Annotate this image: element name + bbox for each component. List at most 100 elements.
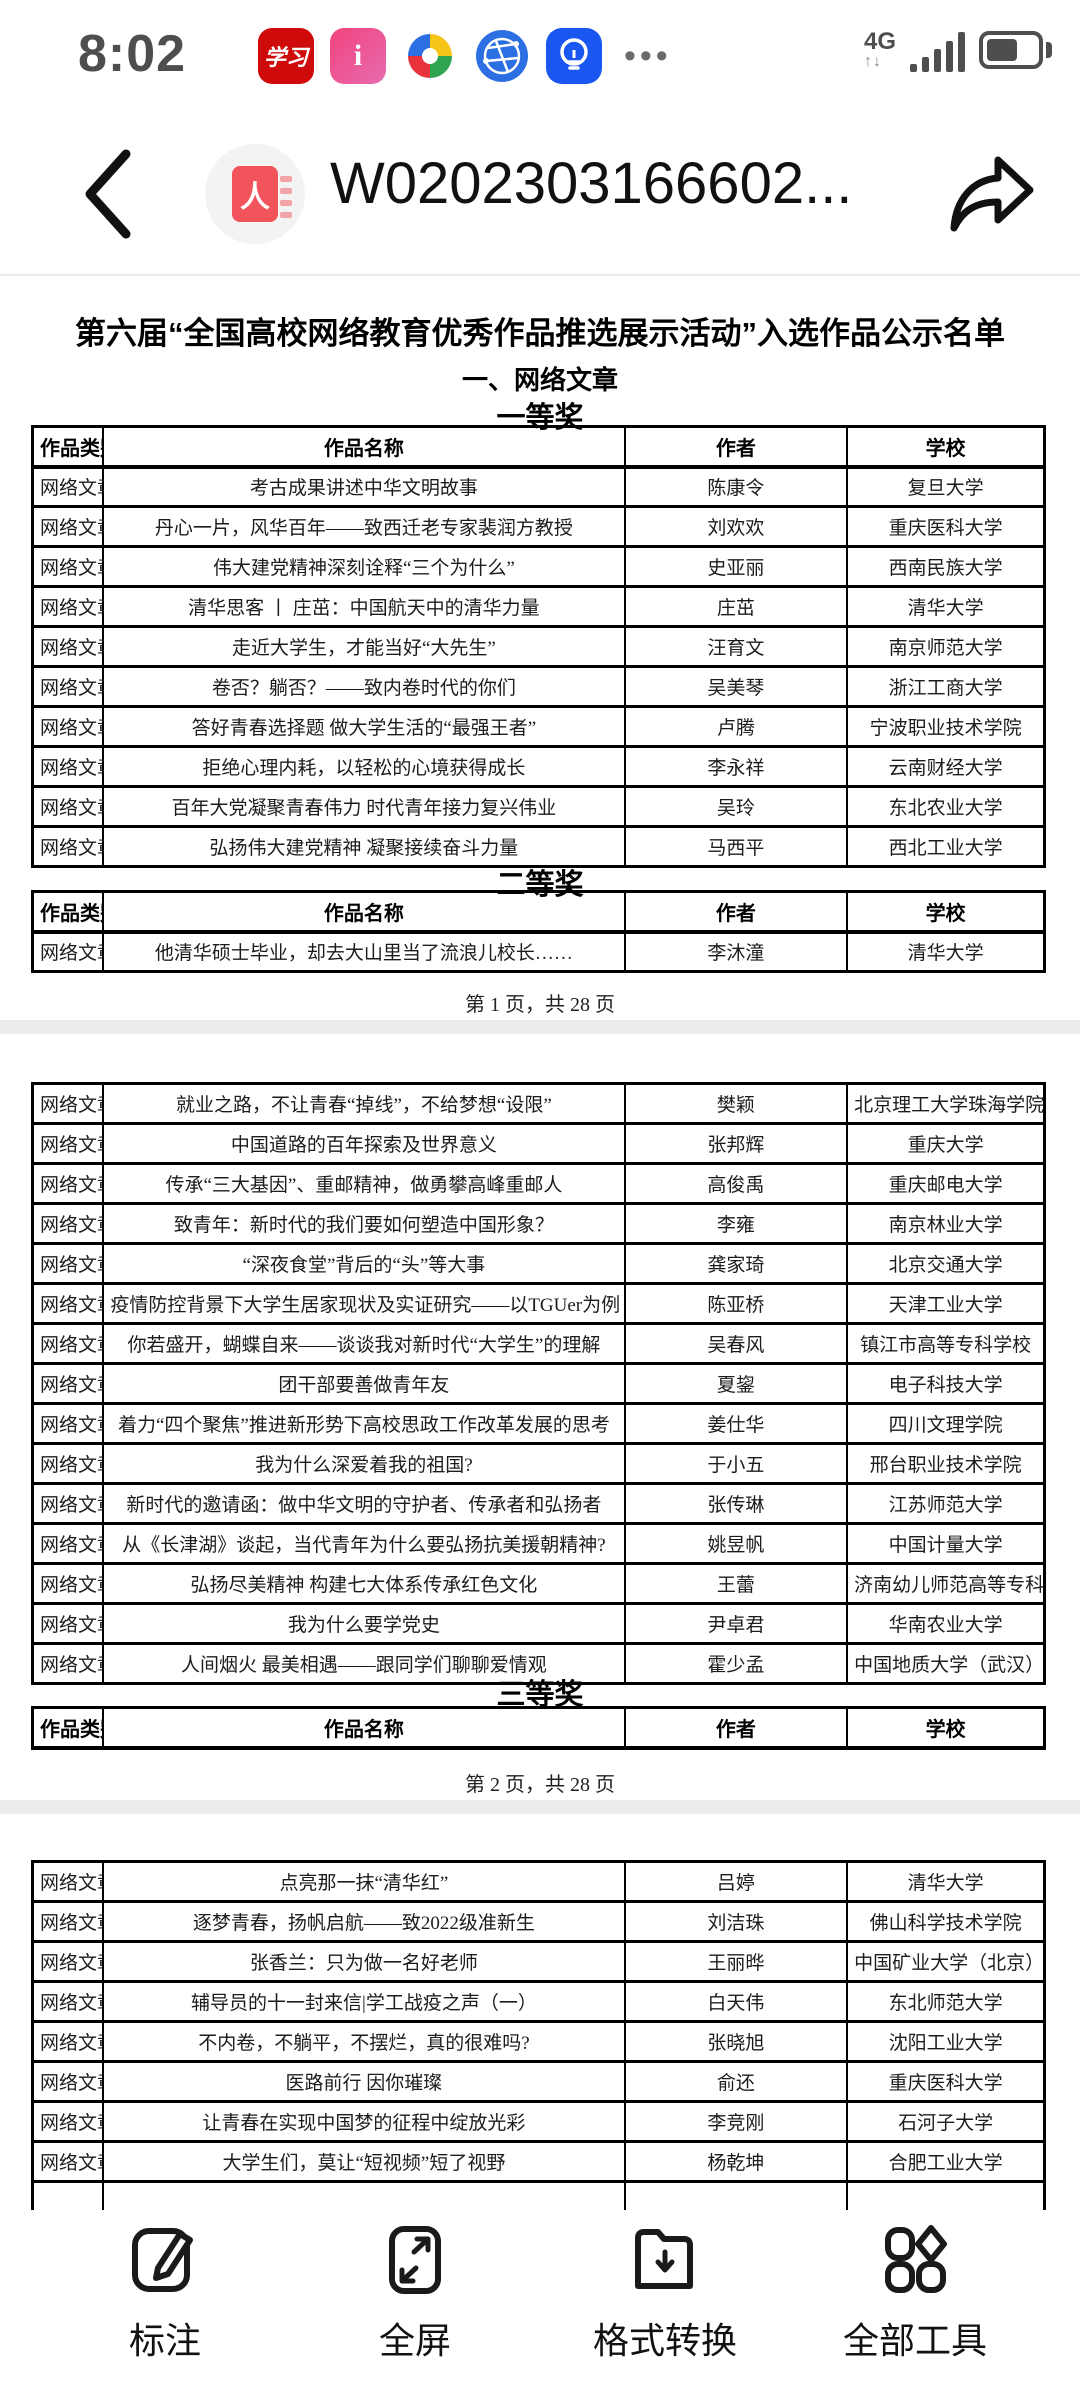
- lightbulb-app-icon: [546, 28, 602, 84]
- table-cell: 人间烟火 最美相遇——跟同学们聊聊爱情观: [102, 1642, 626, 1685]
- table-cell: 网络文章: [31, 1900, 105, 1943]
- table-cell: 网络文章: [31, 785, 105, 828]
- column-header: 作品名称: [102, 1706, 626, 1750]
- page-separator: [0, 1800, 1080, 1814]
- doc-section-heading: 一、网络文章: [461, 365, 618, 395]
- table-cell: 网络文章: [31, 1442, 105, 1485]
- bottom-toolbar: 标注 全屏 格式转换 全部工具: [0, 2210, 1080, 2388]
- table-cell: 网络文章: [31, 1482, 105, 1525]
- table-row: [31, 2180, 1046, 2210]
- all-tools-button[interactable]: 全部工具: [825, 2222, 1005, 2364]
- table-row: 网络文章弘扬尽美精神 构建七大体系传承红色文化王蕾济南幼儿师范高等专科学校: [31, 1562, 1046, 1605]
- table-cell: 辅导员的十一封来信|学工战疫之声（一）: [102, 1980, 626, 2023]
- annotate-button[interactable]: 标注: [75, 2222, 255, 2364]
- table-cell: 石河子大学: [846, 2100, 1046, 2143]
- table-cell: 李永祥: [623, 745, 849, 788]
- table-cell: 中国矿业大学（北京）: [846, 1940, 1046, 1983]
- pdf-page-view[interactable]: 第六届“全国高校网络教育优秀作品推选展示活动”入选作品公示名单 一、网络文章 一…: [0, 276, 1080, 2210]
- table-cell: 网络文章: [31, 1642, 105, 1685]
- table-cell: 江苏师范大学: [846, 1482, 1046, 1525]
- table-cell: 史亚丽: [623, 545, 849, 588]
- table-cell: 东北师范大学: [846, 1980, 1046, 2023]
- table-cell: 西南民族大学: [846, 545, 1046, 588]
- table-cell: 网络文章: [31, 1202, 105, 1245]
- table-cell: 刘欢欢: [623, 505, 849, 548]
- table-cell: 不内卷，不躺平，不摆烂，真的很难吗?: [102, 2020, 626, 2063]
- table-cell: 网络文章: [31, 1562, 105, 1605]
- fullscreen-icon: [389, 2226, 441, 2294]
- table-cell: 你若盛开，蝴蝶自来——谈谈我对新时代“大学生”的理解: [102, 1322, 626, 1365]
- table-cell: 他清华硕士毕业，却去大山里当了流浪儿校长……: [102, 930, 626, 973]
- share-icon[interactable]: [944, 146, 1040, 242]
- table-cell: 医路前行 因你璀璨: [102, 2060, 626, 2103]
- table-cell: 李竞刚: [623, 2100, 849, 2143]
- column-header: 作者: [623, 425, 849, 469]
- format-convert-button[interactable]: 格式转换: [575, 2222, 755, 2364]
- table-row: 网络文章团干部要善做青年友夏鋆电子科技大学: [31, 1362, 1046, 1405]
- tool-label: 标注: [128, 2320, 201, 2361]
- table-row: 网络文章疫情防控背景下大学生居家现状及实证研究——以TGUer为例陈亚桥天津工业…: [31, 1282, 1046, 1325]
- column-header: 作者: [623, 890, 849, 934]
- battery-icon: [979, 31, 1052, 69]
- table-cell: 高俊禹: [623, 1162, 849, 1205]
- table-cell: 网络文章: [31, 1362, 105, 1405]
- table-cell: 网络文章: [31, 705, 105, 748]
- table-cell: 南京师范大学: [846, 625, 1046, 668]
- table-cell: 吴春风: [623, 1322, 849, 1365]
- table-cell: 李沐潼: [623, 930, 849, 973]
- table-cell: “深夜食堂”背后的“头”等大事: [102, 1242, 626, 1285]
- table-cell: 百年大党凝聚青春伟力 时代青年接力复兴伟业: [102, 785, 626, 828]
- table-cell: 让青春在实现中国梦的征程中绽放光彩: [102, 2100, 626, 2143]
- table-cell: 吴美琴: [623, 665, 849, 708]
- table-cell: 团干部要善做青年友: [102, 1362, 626, 1405]
- table-cell: 网络文章: [31, 1980, 105, 2023]
- table-cell: 传承“三大基因”、重邮精神，做勇攀高峰重邮人: [102, 1162, 626, 1205]
- back-icon[interactable]: [78, 146, 138, 242]
- table-cell: 网络文章: [31, 1940, 105, 1983]
- table-cell: 陈亚桥: [623, 1282, 849, 1325]
- table-cell: 清华大学: [846, 585, 1046, 628]
- awards-table-first-prize: 作品类别作品名称作者学校网络文章考古成果讲述中华文明故事陈康令复旦大学网络文章丹…: [31, 425, 1046, 868]
- table-cell: 致青年：新时代的我们要如何塑造中国形象？: [102, 1202, 626, 1245]
- table-cell: 新时代的邀请函：做中华文明的守护者、传承者和弘扬者: [102, 1482, 626, 1525]
- browser-globe-app-icon: [474, 28, 530, 84]
- table-cell: 从《长津湖》谈起，当代青年为什么要弘扬抗美援朝精神?: [102, 1522, 626, 1565]
- table-header-row: 作品类别作品名称作者学校: [31, 425, 1046, 469]
- doc-main-title: 第六届“全国高校网络教育优秀作品推选展示活动”入选作品公示名单: [75, 316, 1005, 351]
- table-cell: 清华大学: [846, 1860, 1046, 1903]
- status-right-cluster: 4G ↑↓: [864, 28, 1052, 72]
- convert-folder-icon: [635, 2229, 693, 2289]
- table-cell: 弘扬伟大建党精神 凝聚接续奋斗力量: [102, 825, 626, 868]
- table-cell: 张晓旭: [623, 2020, 849, 2063]
- table-cell: 网络文章: [31, 2140, 105, 2183]
- fullscreen-button[interactable]: 全屏: [325, 2222, 505, 2364]
- table-cell: 重庆大学: [846, 1122, 1046, 1165]
- table-header-row: 作品类别作品名称作者学校: [31, 1706, 1046, 1750]
- table-cell: 网络文章: [31, 2100, 105, 2143]
- table-cell: 尹卓君: [623, 1602, 849, 1645]
- table-cell: [102, 2180, 626, 2210]
- clock: 8:02: [78, 25, 187, 83]
- table-cell: 云南财经大学: [846, 745, 1046, 788]
- table-row: 网络文章中国道路的百年探索及世界意义张邦辉重庆大学: [31, 1122, 1046, 1165]
- table-cell: 网络文章: [31, 545, 105, 588]
- column-header: 作品名称: [102, 425, 626, 469]
- prize-heading-third: 三等奖: [496, 1679, 584, 1711]
- column-header: 作品类别: [31, 425, 105, 469]
- column-header: 作品名称: [102, 890, 626, 934]
- table-cell: 宁波职业技术学院: [846, 705, 1046, 748]
- table-cell: 走近大学生，才能当好“大先生”: [102, 625, 626, 668]
- page-number-footer: 第 1 页，共 28 页: [465, 994, 615, 1016]
- awards-table-page2: 网络文章就业之路，不让青春“掉线”，不给梦想“设限”樊颖北京理工大学珠海学院网络…: [31, 1082, 1046, 1685]
- table-cell: 重庆邮电大学: [846, 1162, 1046, 1205]
- table-cell: 网络文章: [31, 585, 105, 628]
